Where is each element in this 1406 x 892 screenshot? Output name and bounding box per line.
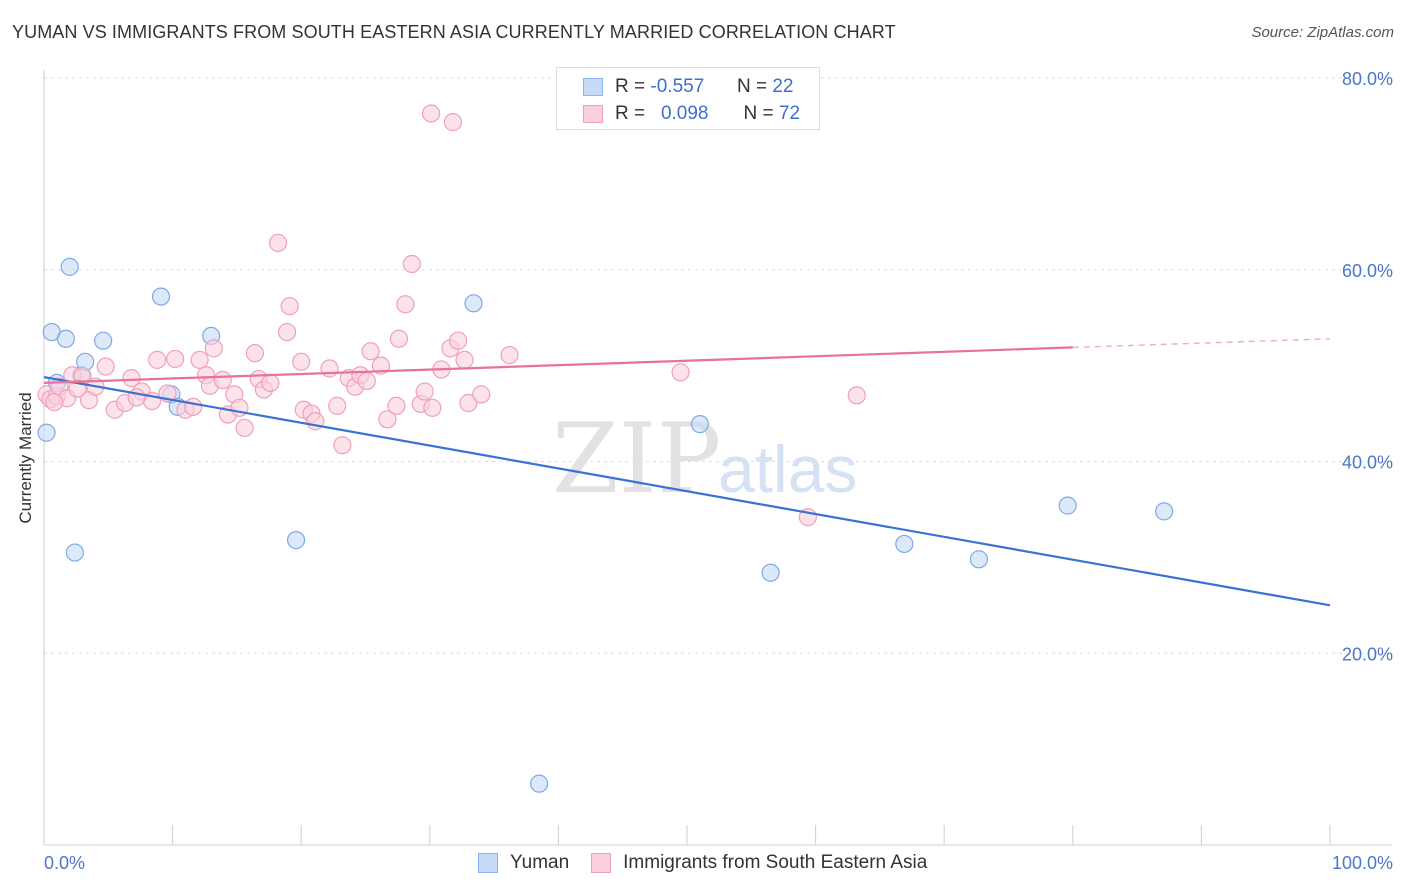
legend-n-value: 72 xyxy=(778,103,801,124)
legend-n-label: N = xyxy=(736,76,768,97)
yuman-point xyxy=(761,563,780,582)
tick-labels: 20.0% 40.0% 60.0% 80.0% 0.0% 100.0% xyxy=(44,69,1393,873)
immigrants-point xyxy=(847,386,866,405)
legend-n-label: N = xyxy=(743,103,774,124)
immigrants-point xyxy=(402,254,421,274)
immigrants-point xyxy=(371,356,391,375)
bottom-legend: Yuman Immigrants from South Eastern Asia xyxy=(478,852,949,874)
yuman-point xyxy=(65,543,84,562)
immigrants-point xyxy=(96,357,115,376)
immigrants-point xyxy=(443,113,463,132)
legend-r-value: 0.098 xyxy=(660,103,709,124)
watermark-atlas: atlas xyxy=(718,432,857,506)
immigrants-point xyxy=(671,363,690,382)
x-tick-label: 0.0% xyxy=(44,853,85,873)
immigrants-point xyxy=(320,359,339,378)
immigrants-point xyxy=(448,331,468,350)
immigrants-point xyxy=(148,350,167,369)
immigrants-point xyxy=(45,392,64,412)
bottom-legend-swatch-yuman xyxy=(478,853,498,873)
legend-n-value: 22 xyxy=(772,76,794,97)
yuman-point xyxy=(969,550,989,569)
immigrants-point xyxy=(213,370,232,390)
immigrants-point xyxy=(423,398,442,417)
y-tick-label: 80.0% xyxy=(1342,69,1393,89)
immigrants-point xyxy=(421,104,441,123)
immigrants-point xyxy=(328,396,347,415)
yuman-point xyxy=(60,257,79,276)
trendlines xyxy=(43,338,1331,607)
immigrants-point xyxy=(235,418,254,438)
legend-r-value: -0.557 xyxy=(650,76,705,97)
y-tick-label: 20.0% xyxy=(1342,644,1393,664)
yuman-point xyxy=(37,423,56,442)
immigrants-point xyxy=(389,329,409,348)
axes xyxy=(43,70,1392,846)
bottom-legend-swatch-immigrants xyxy=(591,853,612,873)
immigrants-point xyxy=(396,295,415,314)
immigrants-point xyxy=(292,352,311,371)
y-tick-label: 40.0% xyxy=(1342,453,1393,473)
immigrants-point xyxy=(387,396,406,415)
y-tick-label: 60.0% xyxy=(1342,261,1393,281)
immigrants-point xyxy=(361,342,380,361)
chart-source: Source: ZipAtlas.com xyxy=(1251,24,1394,41)
bottom-legend-label-yuman: Yuman xyxy=(510,852,570,873)
legend-row-yuman: R = -0.557 N = 22 xyxy=(583,75,793,99)
bottom-legend-label-immigrants: Immigrants from South Eastern Asia xyxy=(623,852,928,873)
immigrants-point xyxy=(268,233,288,253)
yuman-point xyxy=(895,534,914,554)
immigrants-point xyxy=(378,410,397,429)
immigrants-point xyxy=(455,350,474,369)
immigrants-point xyxy=(122,368,141,388)
immigrants-point xyxy=(472,385,491,404)
immigrants-point xyxy=(333,436,352,455)
yuman-point xyxy=(94,331,113,350)
bottom-legend-yuman: Yuman xyxy=(478,852,569,874)
immigrants-point xyxy=(166,349,185,369)
legend-swatch-yuman xyxy=(583,78,603,96)
legend-r-label: R = xyxy=(615,103,646,124)
immigrants-point xyxy=(277,322,297,342)
immigrants-point xyxy=(357,371,376,391)
legend-r-label: R = xyxy=(615,76,646,97)
immigrants-point xyxy=(261,373,280,392)
immigrants-trendline-extension xyxy=(1072,338,1331,349)
yuman-point xyxy=(56,329,75,348)
yuman-point xyxy=(464,294,483,313)
yuman-point xyxy=(151,287,171,306)
yuman-point xyxy=(1155,502,1174,521)
legend-swatch-immigrants xyxy=(583,105,603,123)
immigrants-point xyxy=(127,388,146,407)
immigrants-point xyxy=(280,297,299,316)
yuman-point xyxy=(690,415,709,434)
yuman-trendline xyxy=(43,376,1331,607)
yuman-point xyxy=(530,774,549,793)
legend-row-immigrants: R = 0.098 N = 72 xyxy=(583,102,800,126)
yuman-point xyxy=(1058,496,1077,515)
chart-title: YUMAN VS IMMIGRANTS FROM SOUTH EASTERN A… xyxy=(12,22,896,42)
immigrants-trendline xyxy=(43,346,1073,384)
legend: R = -0.557 N = 22 R = 0.098 N = 72 xyxy=(556,67,820,130)
immigrants-point xyxy=(245,344,265,363)
immigrants-point xyxy=(415,382,434,401)
immigrants-point xyxy=(190,350,209,369)
x-tick-label: 100.0% xyxy=(1332,853,1393,873)
immigrants-point xyxy=(184,397,203,416)
immigrants-point xyxy=(500,345,519,365)
yuman-point xyxy=(286,531,306,550)
immigrants-point xyxy=(459,393,478,413)
immigrants-point xyxy=(204,339,223,358)
gridlines xyxy=(44,77,1392,654)
bottom-legend-immigrants: Immigrants from South Eastern Asia xyxy=(591,852,927,874)
